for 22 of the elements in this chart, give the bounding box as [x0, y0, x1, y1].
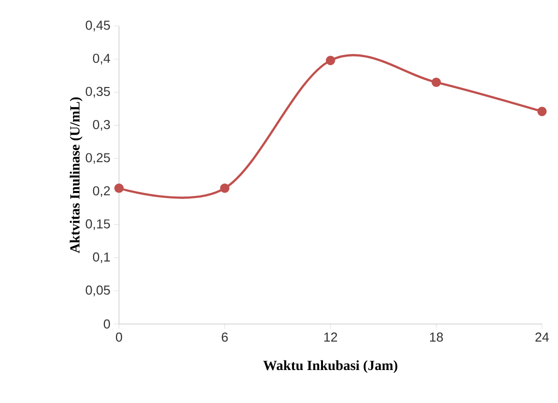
point	[537, 106, 547, 116]
y-tick-label: 0,2	[92, 186, 110, 197]
y-tick-label: 0,1	[92, 252, 110, 264]
y-axis-title: Aktvitas Inulinase (U/mL)	[70, 97, 82, 254]
x-tick-label: 24	[535, 332, 549, 342]
x-tick-label: 18	[430, 332, 443, 342]
y-tick-label: 0,4	[92, 54, 110, 64]
point	[326, 56, 336, 66]
y-tick-label: 0,05	[86, 286, 110, 296]
y-tick-label: 0,25	[86, 153, 110, 164]
y-tick-label: 0,45	[86, 20, 110, 32]
x-tick-label: 6	[222, 332, 228, 342]
x-axis-title: Waktu Inkubasi (Jam)	[263, 360, 398, 373]
point	[114, 184, 124, 193]
y-tick-label: 0,3	[92, 120, 110, 131]
y-tick-label: 0,35	[86, 86, 110, 98]
y-tick-label: 0	[104, 319, 110, 329]
point	[432, 78, 441, 87]
y-tick-label: 0,15	[86, 219, 110, 230]
x-tick-label: 0	[116, 332, 122, 342]
point	[220, 184, 230, 193]
x-tick-label: 12	[324, 332, 338, 342]
